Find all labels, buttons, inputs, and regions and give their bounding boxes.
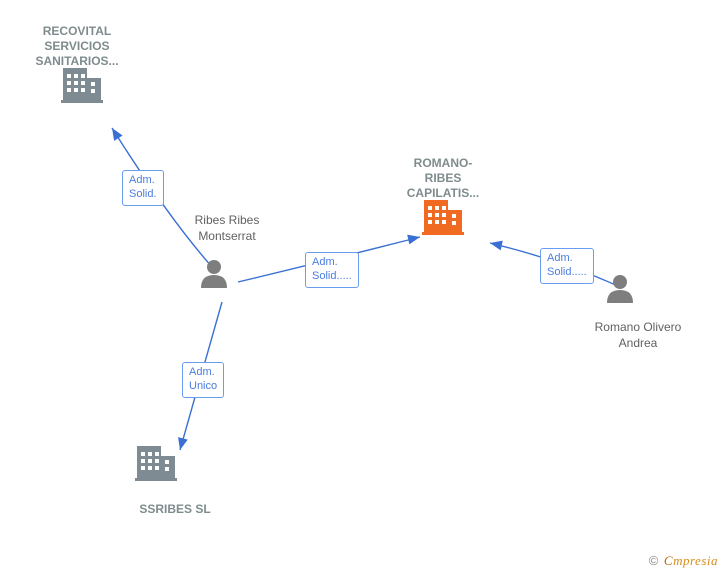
node-recovital-label: RECOVITAL SERVICIOS SANITARIOS... — [17, 24, 137, 69]
edge-label-ribes-romano: Adm. Solid..... — [305, 252, 359, 288]
edge-label-ribes-recovital: Adm. Solid. — [122, 170, 164, 206]
brand-cap: C — [664, 553, 673, 568]
watermark: © Cmpresia — [649, 553, 718, 569]
node-ribes-person[interactable]: Ribes Ribes Montserrat — [182, 213, 272, 244]
person-icon — [201, 260, 227, 288]
building-icon — [61, 68, 103, 103]
node-romano-olivero-label: Romano Olivero Andrea — [593, 320, 683, 351]
node-romano-ribes-label: ROMANO- RIBES CAPILATIS... — [383, 156, 503, 201]
edge-label-olivero-romano: Adm. Solid..... — [540, 248, 594, 284]
arrowhead-icon — [489, 238, 503, 250]
node-ribes-label: Ribes Ribes Montserrat — [182, 213, 272, 244]
building-icon — [422, 200, 464, 235]
person-icon — [607, 275, 633, 303]
arrowhead-icon — [407, 232, 421, 244]
arrowhead-icon — [175, 437, 188, 451]
node-ssribes-label: SSRIBES SL — [115, 502, 235, 517]
node-romano-ribes[interactable]: ROMANO- RIBES CAPILATIS... — [383, 156, 503, 201]
node-recovital[interactable]: RECOVITAL SERVICIOS SANITARIOS... — [17, 24, 137, 69]
copyright-symbol: © — [649, 553, 659, 568]
building-icon — [135, 446, 177, 481]
node-romano-olivero-person[interactable]: Romano Olivero Andrea — [593, 320, 683, 351]
node-ssribes[interactable]: SSRIBES SL — [115, 502, 235, 517]
edge-label-ribes-ssribes: Adm. Unico — [182, 362, 224, 398]
brand-rest: mpresia — [673, 553, 718, 568]
arrowhead-icon — [108, 125, 123, 140]
network-canvas — [0, 0, 728, 575]
